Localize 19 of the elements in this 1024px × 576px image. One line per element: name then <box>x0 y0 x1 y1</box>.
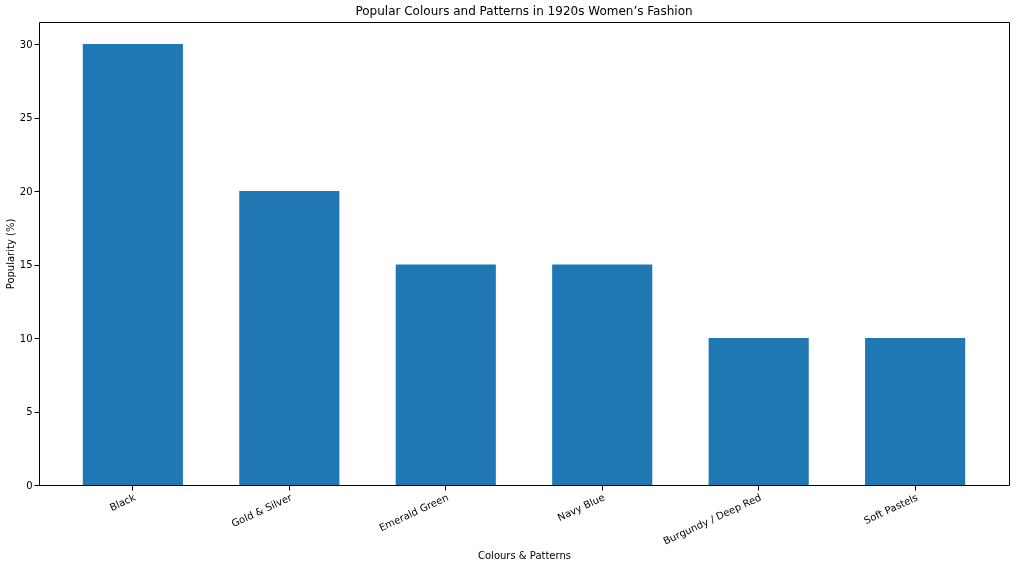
bar <box>552 264 653 485</box>
bar <box>239 191 340 485</box>
x-tick-label: Gold & Silver <box>229 491 295 530</box>
y-tick-label: 15 <box>19 259 33 271</box>
y-tick-label: 30 <box>19 38 33 50</box>
x-tick-label: Navy Blue <box>555 491 607 524</box>
x-tick-label: Black <box>107 491 138 513</box>
y-tick-label: 10 <box>19 332 33 344</box>
y-tick-label: 25 <box>19 112 33 124</box>
x-axis-title: Colours & Patterns <box>478 549 571 561</box>
y-tick-label: 5 <box>26 406 33 418</box>
y-tick-label: 0 <box>26 479 33 491</box>
y-tick-label: 20 <box>19 185 33 197</box>
y-axis-title: Popularity (%) <box>4 218 16 290</box>
bar <box>82 44 183 485</box>
chart-title: Popular Colours and Patterns in 1920s Women’s Fashion <box>355 4 693 18</box>
bar <box>395 264 496 485</box>
bar <box>708 338 809 485</box>
bar <box>865 338 966 485</box>
